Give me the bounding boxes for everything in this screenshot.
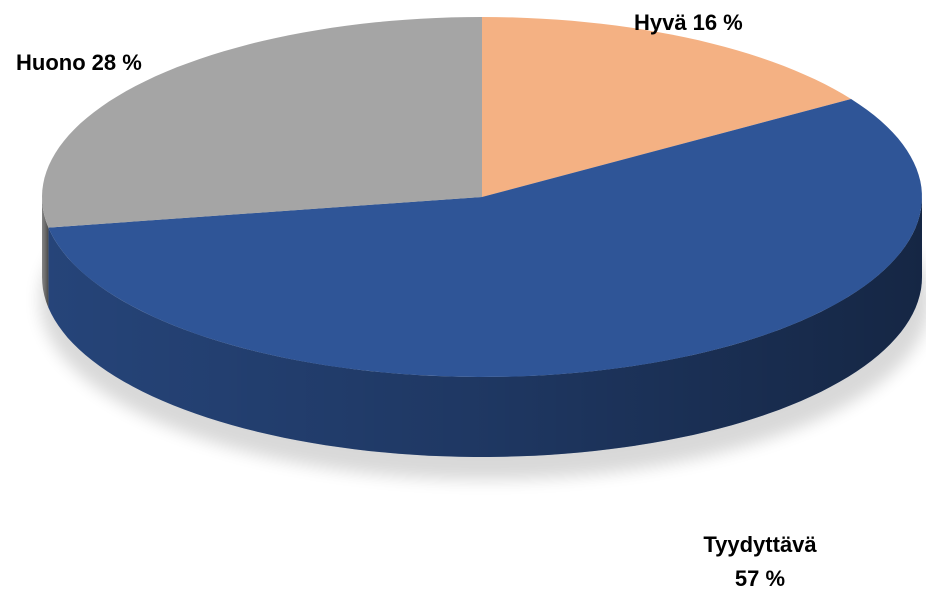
label-value: 28 % xyxy=(92,50,142,75)
slice-side-shade xyxy=(42,197,49,308)
label-hyva: Hyvä 16 % xyxy=(634,10,743,35)
label-category: Tyydyttävä xyxy=(703,532,817,557)
slice xyxy=(42,17,482,228)
pie xyxy=(42,17,922,457)
label-huono: Huono 28 % xyxy=(16,50,142,75)
label-category: Huono xyxy=(16,50,86,75)
slice-side-shade xyxy=(48,197,922,457)
slice xyxy=(48,99,922,377)
label-category: Hyvä xyxy=(634,10,687,35)
slice xyxy=(482,17,852,197)
label-value: 16 % xyxy=(693,10,743,35)
label-value: 57 % xyxy=(735,566,785,591)
